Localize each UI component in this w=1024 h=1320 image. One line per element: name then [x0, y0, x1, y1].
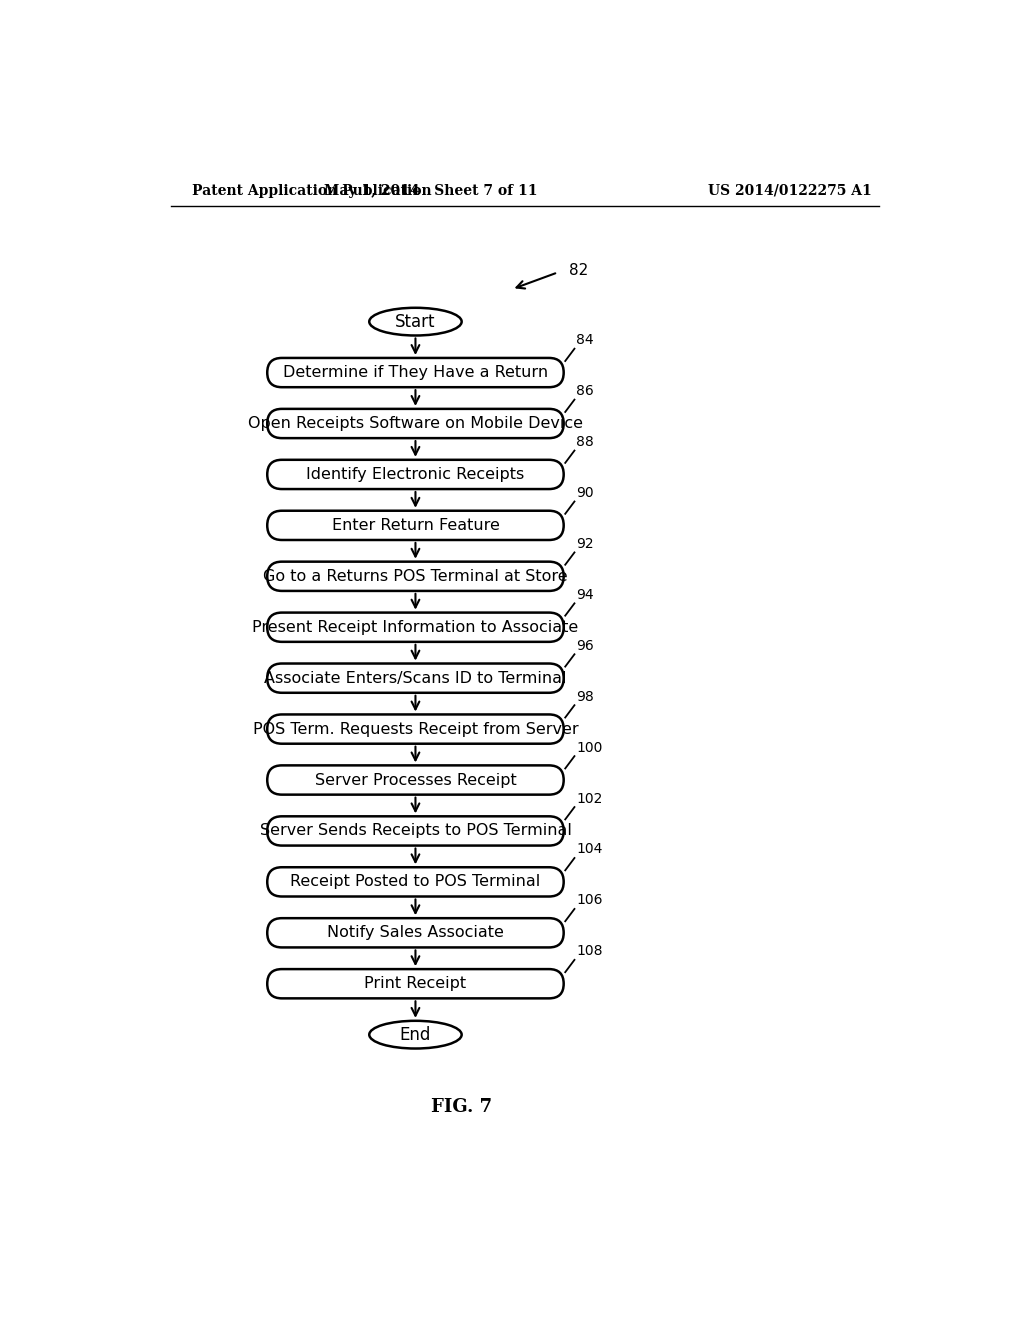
Text: Go to a Returns POS Terminal at Store: Go to a Returns POS Terminal at Store — [263, 569, 567, 583]
Text: Start: Start — [395, 313, 435, 330]
FancyBboxPatch shape — [267, 358, 563, 387]
Text: Enter Return Feature: Enter Return Feature — [332, 517, 500, 533]
Text: FIG. 7: FIG. 7 — [431, 1098, 493, 1115]
Text: 104: 104 — [577, 842, 602, 857]
Text: Patent Application Publication: Patent Application Publication — [193, 183, 432, 198]
Text: 82: 82 — [569, 263, 589, 277]
Text: 86: 86 — [577, 384, 594, 399]
FancyBboxPatch shape — [267, 664, 563, 693]
FancyBboxPatch shape — [267, 867, 563, 896]
Ellipse shape — [370, 308, 462, 335]
Text: 92: 92 — [577, 537, 594, 550]
Text: Open Receipts Software on Mobile Device: Open Receipts Software on Mobile Device — [248, 416, 583, 432]
FancyBboxPatch shape — [267, 612, 563, 642]
Text: Identify Electronic Receipts: Identify Electronic Receipts — [306, 467, 524, 482]
FancyBboxPatch shape — [267, 969, 563, 998]
Text: 108: 108 — [577, 944, 602, 958]
FancyBboxPatch shape — [267, 409, 563, 438]
Text: 90: 90 — [577, 486, 594, 500]
FancyBboxPatch shape — [267, 714, 563, 743]
FancyBboxPatch shape — [267, 562, 563, 591]
Text: Server Sends Receipts to POS Terminal: Server Sends Receipts to POS Terminal — [259, 824, 571, 838]
Text: 100: 100 — [577, 741, 602, 755]
Text: Print Receipt: Print Receipt — [365, 977, 467, 991]
Ellipse shape — [370, 1020, 462, 1048]
Text: 106: 106 — [577, 894, 602, 907]
Text: End: End — [399, 1026, 431, 1044]
Text: 98: 98 — [577, 689, 594, 704]
Text: Receipt Posted to POS Terminal: Receipt Posted to POS Terminal — [291, 874, 541, 890]
Text: Present Receipt Information to Associate: Present Receipt Information to Associate — [252, 619, 579, 635]
FancyBboxPatch shape — [267, 459, 563, 490]
FancyBboxPatch shape — [267, 816, 563, 846]
Text: 96: 96 — [577, 639, 594, 653]
FancyBboxPatch shape — [267, 919, 563, 948]
Text: May 1, 2014   Sheet 7 of 11: May 1, 2014 Sheet 7 of 11 — [325, 183, 538, 198]
Text: US 2014/0122275 A1: US 2014/0122275 A1 — [708, 183, 871, 198]
Text: 88: 88 — [577, 436, 594, 449]
Text: 102: 102 — [577, 792, 602, 805]
Text: 84: 84 — [577, 333, 594, 347]
FancyBboxPatch shape — [267, 766, 563, 795]
Text: Associate Enters/Scans ID to Terminal: Associate Enters/Scans ID to Terminal — [264, 671, 566, 685]
Text: Server Processes Receipt: Server Processes Receipt — [314, 772, 516, 788]
Text: Notify Sales Associate: Notify Sales Associate — [327, 925, 504, 940]
Text: 94: 94 — [577, 587, 594, 602]
Text: POS Term. Requests Receipt from Server: POS Term. Requests Receipt from Server — [253, 722, 579, 737]
Text: Determine if They Have a Return: Determine if They Have a Return — [283, 366, 548, 380]
FancyBboxPatch shape — [267, 511, 563, 540]
